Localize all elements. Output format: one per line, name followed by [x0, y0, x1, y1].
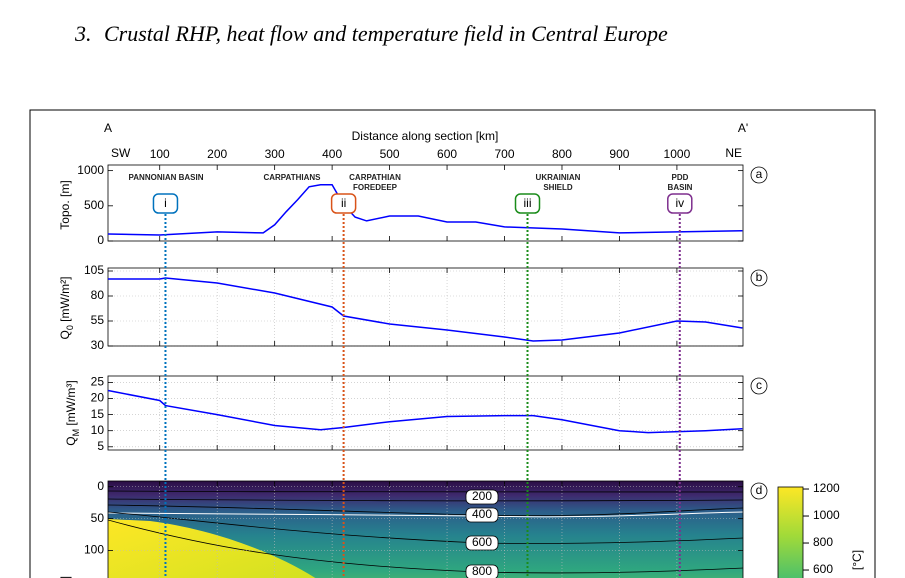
contour-label-box: [465, 535, 499, 551]
y-label-symbol: Q: [58, 330, 72, 339]
y-label-unit: [mW/m³]: [64, 380, 78, 429]
contour-label: 800: [472, 564, 492, 578]
x-tick-label: 300: [265, 147, 285, 161]
y-tick-label: 0: [97, 233, 104, 247]
colorbar: [777, 486, 804, 578]
section-end: A': [738, 121, 748, 135]
y-axis-label: Topo. [m]: [58, 180, 72, 229]
panel-frame: [107, 375, 744, 451]
x-axis-label: Distance along section [km]: [352, 129, 499, 143]
region-label: CARPATHIANS: [263, 173, 321, 182]
profile-marker: [667, 193, 693, 214]
y-tick-label: 10: [91, 423, 105, 437]
colorbar-tick-label: 800: [813, 535, 833, 549]
x-tick-label: 900: [609, 147, 629, 161]
panel-letter-circle: [750, 482, 768, 500]
temperature-field: [108, 481, 743, 578]
y-tick-label: 100: [84, 543, 104, 557]
panel-letter: a: [756, 167, 763, 181]
y-label-subscript: M: [71, 429, 81, 437]
y-tick-label: 80: [91, 288, 105, 302]
panel-letter-circle: [750, 269, 768, 287]
contour-label: 400: [472, 507, 492, 521]
contour-label: 600: [472, 535, 492, 549]
colorbar-tick-label: 1000: [813, 508, 840, 522]
section-end: A: [104, 121, 112, 135]
profile-label: iii: [524, 196, 532, 210]
y-tick-label: 15: [91, 407, 105, 421]
contour-label-box: [465, 507, 499, 523]
y-axis-label: Depth [km]: [58, 576, 72, 578]
data-line: [107, 389, 743, 434]
y-axis-label: QM [mW/m³]: [64, 380, 81, 446]
section-title: Crustal RHP, heat flow and temperature f…: [104, 21, 668, 46]
isoline: [108, 498, 743, 502]
section-side: SW: [111, 146, 131, 160]
contour-label-box: [465, 564, 499, 578]
panel-letter: b: [756, 270, 763, 284]
x-tick-label: 400: [322, 147, 342, 161]
section-number: 3.: [74, 21, 92, 46]
profile-marker: [514, 193, 541, 214]
profile-label: i: [164, 196, 167, 210]
panel-letter-circle: [750, 166, 768, 184]
x-tick-label: 200: [207, 147, 227, 161]
region-label: UKRAINIAN: [536, 173, 581, 182]
y-tick-label: 20: [91, 391, 105, 405]
panel-frame: [107, 480, 744, 578]
y-tick-label: 30: [91, 338, 105, 352]
data-line: [107, 183, 743, 236]
x-tick-label: 600: [437, 147, 457, 161]
panel-letter-circle: [750, 377, 768, 395]
x-tick-label: 700: [495, 147, 515, 161]
y-axis-label: Q0 [mW/m²]: [58, 276, 75, 339]
section-side: NE: [725, 146, 742, 160]
profile-label: iv: [675, 196, 684, 210]
y-tick-label: 55: [91, 313, 105, 327]
colorbar-label: [°C]: [850, 550, 864, 570]
region-label: PDD: [672, 173, 689, 182]
x-tick-label: 800: [552, 147, 572, 161]
y-tick-label: 1000: [77, 163, 104, 177]
contour-label-box: [465, 489, 499, 505]
figure-frame: [29, 109, 876, 578]
colorbar-tick-label: 1200: [813, 481, 840, 495]
region-label: PANNONIAN BASIN: [129, 173, 204, 182]
y-tick-label: 500: [84, 198, 104, 212]
y-tick-label: 50: [91, 511, 105, 525]
profile-marker: [330, 193, 357, 214]
contour-label: 200: [472, 489, 492, 503]
region-label: CARPATHIAN: [349, 173, 401, 182]
hot-region: [108, 519, 316, 578]
y-tick-label: 25: [91, 375, 105, 389]
y-tick-label: 5: [97, 439, 104, 453]
y-label-unit: [mW/m²]: [58, 276, 72, 325]
x-tick-label: 1000: [664, 147, 691, 161]
panel-letter: d: [756, 483, 763, 497]
x-tick-label: 500: [380, 147, 400, 161]
y-label-symbol: Q: [64, 436, 78, 445]
region-label: SHIELD: [543, 183, 573, 192]
y-label-subscript: 0: [65, 325, 75, 330]
region-label: BASIN: [668, 183, 693, 192]
y-tick-label: 105: [84, 263, 104, 277]
profile-marker: [152, 193, 179, 214]
data-line: [108, 277, 743, 342]
y-tick-label: 0: [97, 479, 104, 493]
colorbar-tick-label: 600: [813, 562, 833, 576]
profile-label: ii: [341, 196, 346, 210]
panel-letter: c: [756, 378, 762, 392]
region-label: FOREDEEP: [353, 183, 398, 192]
panel-frame: [107, 164, 744, 242]
x-tick-label: 100: [150, 147, 170, 161]
panel-frame: [107, 267, 744, 347]
